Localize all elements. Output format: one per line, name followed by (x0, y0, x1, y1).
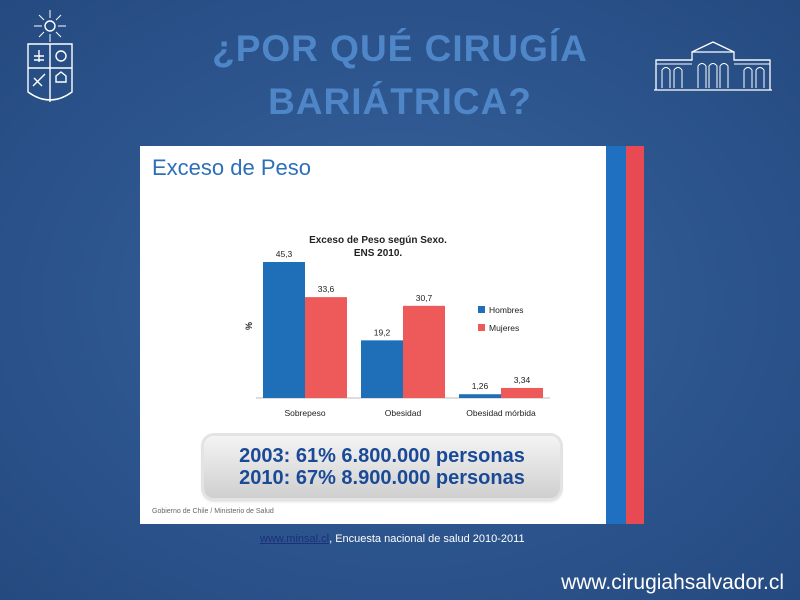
bar-chart: Exceso de Peso según Sexo. ENS 2010.% 45,3… (244, 235, 550, 418)
data-label-hombres-1: 19,2 (374, 327, 391, 337)
stats-line-2010: 2010: 67% 8.900.000 personas (239, 467, 525, 489)
x-tick-label-1: Obesidad (385, 408, 422, 418)
bar-hombres-2 (459, 394, 501, 398)
slide-stripe-red (626, 146, 644, 524)
website-url: www.cirugiahsalvador.cl (561, 571, 784, 594)
bar-hombres-0 (263, 262, 305, 398)
x-tick-label-0: Sobrepeso (284, 408, 325, 418)
legend-swatch-mujeres (478, 324, 485, 331)
data-label-hombres-2: 1,26 (472, 381, 489, 391)
x-tick-label-2: Obesidad mórbida (466, 408, 536, 418)
data-label-mujeres-0: 33,6 (318, 284, 335, 294)
data-label-mujeres-2: 3,34 (514, 375, 531, 385)
slide-heading: Exceso de Peso (152, 155, 311, 180)
slide-source: Gobierno de Chile / Ministerio de Salud (152, 508, 274, 515)
page-title-line-1: ¿POR QUÉ CIRUGÍA (212, 28, 588, 69)
legend-swatch-hombres (478, 306, 485, 313)
stats-line-2003: 2003: 61% 6.800.000 personas (239, 445, 525, 467)
legend-label-hombres: Hombres (489, 305, 523, 315)
embedded-slide: Exceso de Peso Exceso de Peso según Sexo… (140, 146, 644, 524)
footnote-text: , Encuesta nacional de salud 2010-2011 (329, 533, 525, 545)
data-label-mujeres-1: 30,7 (416, 293, 433, 303)
bar-mujeres-1 (403, 305, 445, 398)
bar-hombres-1 (361, 340, 403, 398)
y-axis-label: % (244, 322, 254, 330)
bar-mujeres-0 (305, 297, 347, 398)
stats-box: 2003: 61% 6.800.000 personas 2010: 67% 8… (204, 436, 560, 498)
chart-subtitle: ENS 2010. (354, 248, 403, 259)
slide-stripe-blue (606, 146, 626, 524)
footnote: www.minsal.cl, Encuesta nacional de salu… (260, 532, 525, 546)
university-crest-logo (27, 10, 73, 102)
bar-mujeres-2 (501, 387, 543, 398)
page-title-line-2: BARIÁTRICA? (268, 81, 532, 122)
chart-title: Exceso de Peso según Sexo. (309, 235, 447, 246)
minsal-link[interactable]: www.minsal.cl (260, 533, 330, 545)
data-label-hombres-0: 45,3 (276, 249, 293, 259)
legend-label-mujeres: Mujeres (489, 323, 519, 333)
hospital-building-logo (654, 41, 772, 91)
